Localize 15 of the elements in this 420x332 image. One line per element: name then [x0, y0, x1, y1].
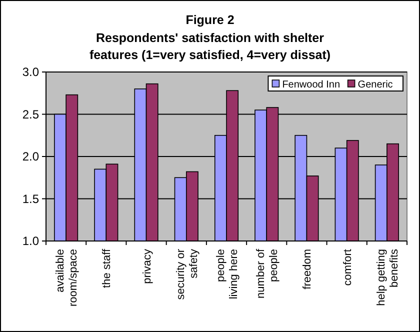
chart-title: Figure 2 — [186, 13, 234, 27]
legend-label: Fenwood Inn — [282, 80, 340, 90]
x-tick-label: the staff — [101, 248, 114, 288]
legend-label: Generic — [358, 80, 393, 90]
y-tick-label: 2.5 — [22, 107, 40, 122]
y-tick-label: 1.5 — [22, 192, 40, 206]
y-tick-label: 2.0 — [22, 150, 40, 164]
chart-subtitle: Respondents' satisfaction with shelter features (1=very satisfied, 4=very dissat) — [89, 31, 331, 62]
x-tick-label: comfort — [342, 249, 354, 286]
x-tick-label: security or safety — [174, 248, 200, 300]
x-tick-label: freedom — [302, 249, 314, 290]
y-tick-label: 1.0 — [22, 234, 40, 248]
x-tick-label: available room/space — [54, 249, 80, 306]
x-tick-label: privacy — [141, 248, 154, 284]
y-tick-label: 3.0 — [22, 65, 40, 80]
